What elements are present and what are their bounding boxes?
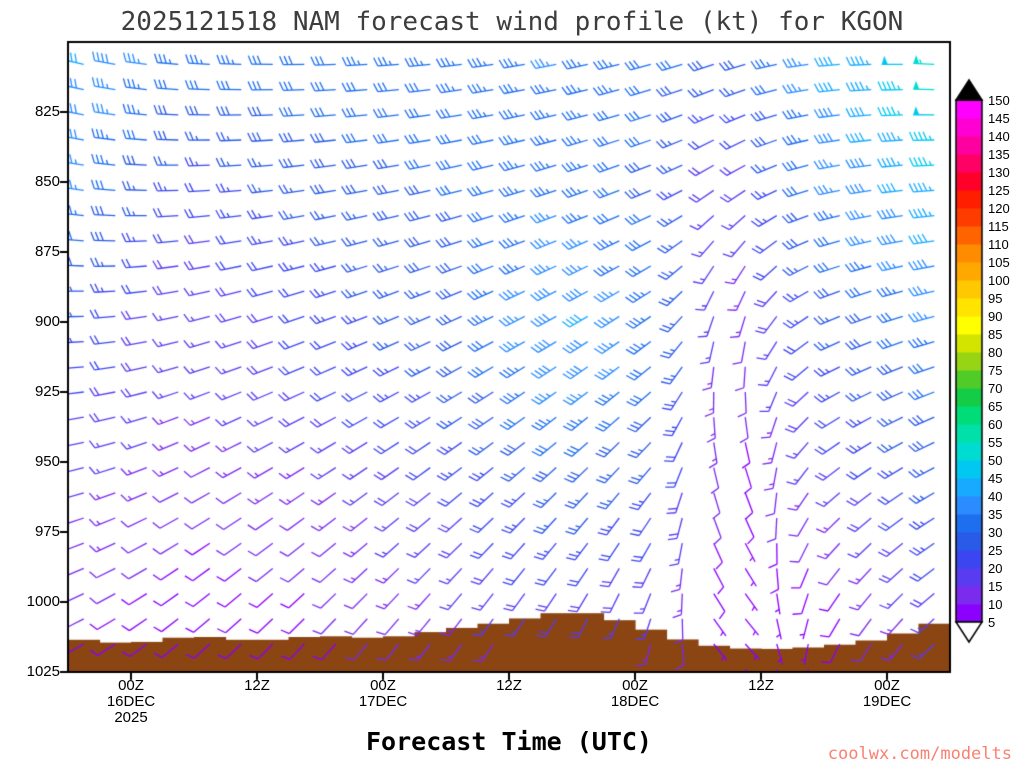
- x-tick-label: 00Z 19DEC: [862, 677, 912, 710]
- colorbar-tick-label: 45: [988, 470, 1003, 486]
- y-tick-label: 925: [34, 383, 60, 400]
- y-tick-label: 975: [34, 523, 60, 540]
- colorbar-tick-label: 70: [988, 380, 1003, 396]
- colorbar-tick-label: 140: [988, 128, 1010, 144]
- colorbar-tick-label: 115: [988, 218, 1009, 234]
- colorbar-tick-label: 95: [988, 290, 1003, 306]
- y-tick-label: 1025: [26, 663, 60, 680]
- colorbar-tick-label: 135: [988, 146, 1010, 162]
- colorbar-tick-label: 25: [988, 542, 1003, 558]
- colorbar-tick-label: 110: [988, 236, 1009, 252]
- colorbar-tick-label: 85: [988, 326, 1003, 342]
- y-tick-label: 1000: [26, 593, 60, 610]
- chart-title: 2025121518 NAM forecast wind profile (kt…: [120, 7, 904, 37]
- x-tick-label: 00Z 17DEC: [358, 677, 408, 710]
- colorbar-tick-label: 130: [988, 164, 1010, 180]
- colorbar-tick-label: 80: [988, 344, 1003, 360]
- colorbar-tick-label: 100: [988, 272, 1010, 288]
- x-tick-label: 12Z: [748, 677, 774, 694]
- x-tick-label: 00Z 16DEC 2025: [106, 677, 156, 726]
- colorbar-tick-label: 120: [988, 200, 1010, 216]
- colorbar-tick-label: 35: [988, 506, 1003, 522]
- y-tick-label: 900: [34, 313, 60, 330]
- colorbar-tick-label: 20: [988, 560, 1003, 576]
- watermark: coolwx.com/modelts: [827, 744, 1012, 764]
- x-tick-label: 00Z 18DEC: [610, 677, 660, 710]
- colorbar-tick-label: 15: [988, 578, 1003, 594]
- x-tick-label: 12Z: [496, 677, 522, 694]
- colorbar-tick-label: 30: [988, 524, 1003, 540]
- colorbar-tick-label: 75: [988, 362, 1003, 378]
- colorbar-tick-label: 65: [988, 398, 1003, 414]
- x-tick-label: 12Z: [244, 677, 270, 694]
- colorbar-tick-label: 145: [988, 110, 1010, 126]
- x-axis-title: Forecast Time (UTC): [366, 727, 652, 756]
- colorbar-tick-label: 105: [988, 254, 1010, 270]
- colorbar-tick-label: 5: [988, 614, 996, 630]
- colorbar-tick-label: 55: [988, 434, 1003, 450]
- colorbar-tick-label: 10: [988, 596, 1003, 612]
- y-tick-label: 950: [34, 453, 60, 470]
- colorbar-tick-label: 125: [988, 182, 1010, 198]
- colorbar-tick-label: 40: [988, 488, 1003, 504]
- y-tick-label: 825: [34, 103, 60, 120]
- y-tick-label: 850: [34, 173, 60, 190]
- colorbar-tick-label: 90: [988, 308, 1003, 324]
- y-tick-label: 875: [34, 243, 60, 260]
- colorbar-tick-label: 150: [988, 92, 1010, 108]
- colorbar-tick-label: 60: [988, 416, 1003, 432]
- colorbar-tick-label: 50: [988, 452, 1003, 468]
